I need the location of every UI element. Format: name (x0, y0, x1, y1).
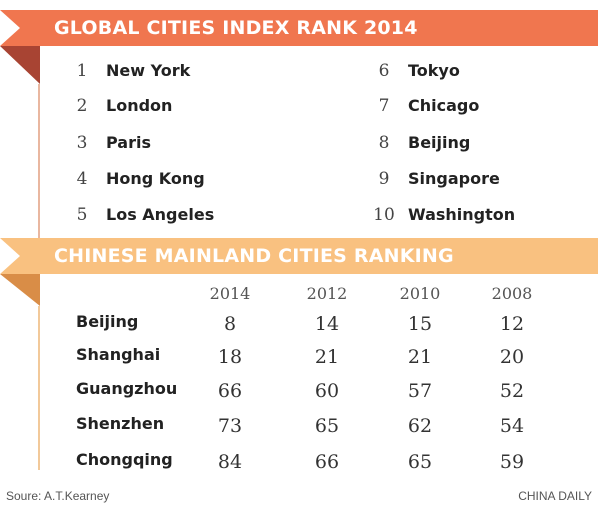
publisher-credit: CHINA DAILY (518, 489, 592, 503)
chinese-rank-title: CHINESE MAINLAND CITIES RANKING (54, 245, 454, 267)
rank-item: 3 Paris (62, 133, 151, 153)
rank-value-cell: 84 (217, 451, 243, 473)
year-column-header: 2014 (209, 284, 251, 303)
rank-value-cell: 59 (499, 451, 525, 473)
rank-number: 10 (373, 205, 395, 225)
year-column-header: 2012 (306, 284, 348, 303)
global-rank-title: GLOBAL CITIES INDEX RANK 2014 (54, 17, 418, 39)
rank-value-cell: 21 (407, 346, 433, 368)
rank-item: 5 Los Angeles (62, 205, 215, 225)
rank-value-cell: 21 (314, 346, 340, 368)
rank-value-cell: 15 (407, 313, 433, 335)
rank-value-cell: 73 (217, 415, 243, 437)
rank-number: 3 (76, 133, 88, 153)
rank-number: 2 (76, 96, 88, 116)
rank-value-cell: 65 (407, 451, 433, 473)
rank-value-cell: 18 (217, 346, 243, 368)
rank-value-cell: 20 (499, 346, 525, 368)
section-divider-line (38, 84, 40, 238)
year-column-header: 2008 (491, 284, 533, 303)
rank-city-name: Washington (408, 205, 516, 224)
rank-value-cell: 14 (314, 313, 340, 335)
banner-fold (0, 46, 40, 84)
rank-city-name: Singapore (408, 169, 500, 188)
rank-item: 4 Hong Kong (62, 169, 205, 189)
rank-value-cell: 66 (217, 380, 243, 402)
city-row-label: Shanghai (76, 345, 161, 364)
rank-value-cell: 60 (314, 380, 340, 402)
rank-value-cell: 57 (407, 380, 433, 402)
rank-value-cell: 65 (314, 415, 340, 437)
rank-value-cell: 66 (314, 451, 340, 473)
rank-value-cell: 62 (407, 415, 433, 437)
rank-city-name: Beijing (408, 133, 471, 152)
rank-item: 7 Chicago (364, 96, 480, 116)
rank-city-name: Los Angeles (106, 205, 215, 224)
rank-number: 8 (378, 133, 390, 153)
global-rank-banner: GLOBAL CITIES INDEX RANK 2014 (0, 10, 598, 46)
city-row-label: Chongqing (76, 450, 173, 469)
rank-city-name: New York (106, 61, 191, 80)
city-row-label: Beijing (76, 312, 139, 331)
banner-fold (0, 274, 40, 306)
source-note: Soure: A.T.Kearney (6, 489, 110, 503)
rank-value-cell: 12 (499, 313, 525, 335)
rank-item: 2 London (62, 96, 173, 116)
rank-value-cell: 54 (499, 415, 525, 437)
rank-item: 8 Beijing (364, 133, 471, 153)
rank-item: 1 New York (62, 61, 191, 81)
rank-value-cell: 52 (499, 380, 525, 402)
rank-city-name: Tokyo (408, 61, 460, 80)
section-divider-line (38, 306, 40, 470)
rank-item: 10 Washington (364, 205, 515, 225)
rank-number: 4 (76, 169, 88, 189)
rank-number: 1 (76, 61, 88, 81)
rank-item: 9 Singapore (364, 169, 500, 189)
rank-value-cell: 8 (223, 313, 237, 335)
rank-city-name: Hong Kong (106, 169, 205, 188)
year-column-header: 2010 (399, 284, 441, 303)
rank-city-name: Paris (106, 133, 151, 152)
rank-city-name: London (106, 96, 173, 115)
rank-item: 6 Tokyo (364, 61, 460, 81)
chinese-rank-banner: CHINESE MAINLAND CITIES RANKING (0, 238, 598, 274)
rank-number: 9 (378, 169, 390, 189)
rank-number: 7 (378, 96, 390, 116)
rank-city-name: Chicago (408, 96, 480, 115)
rank-number: 5 (76, 205, 88, 225)
rank-number: 6 (378, 61, 390, 81)
city-row-label: Shenzhen (76, 414, 165, 433)
city-row-label: Guangzhou (76, 379, 178, 398)
